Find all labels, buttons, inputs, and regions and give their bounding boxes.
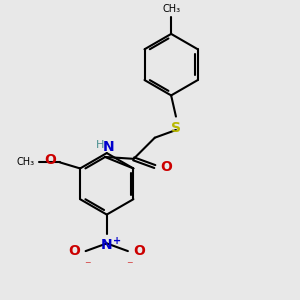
Text: O: O bbox=[44, 154, 56, 167]
Text: O: O bbox=[160, 160, 172, 173]
Text: O: O bbox=[134, 244, 146, 258]
Text: O: O bbox=[68, 244, 80, 258]
Text: +: + bbox=[113, 236, 122, 246]
Text: CH₃: CH₃ bbox=[162, 4, 180, 14]
Text: ⁻: ⁻ bbox=[84, 259, 91, 272]
Text: ⁻: ⁻ bbox=[127, 259, 133, 272]
Text: S: S bbox=[171, 122, 181, 135]
Text: H: H bbox=[95, 140, 104, 150]
Text: N: N bbox=[101, 238, 112, 252]
Text: CH₃: CH₃ bbox=[17, 158, 35, 167]
Text: N: N bbox=[103, 140, 115, 154]
